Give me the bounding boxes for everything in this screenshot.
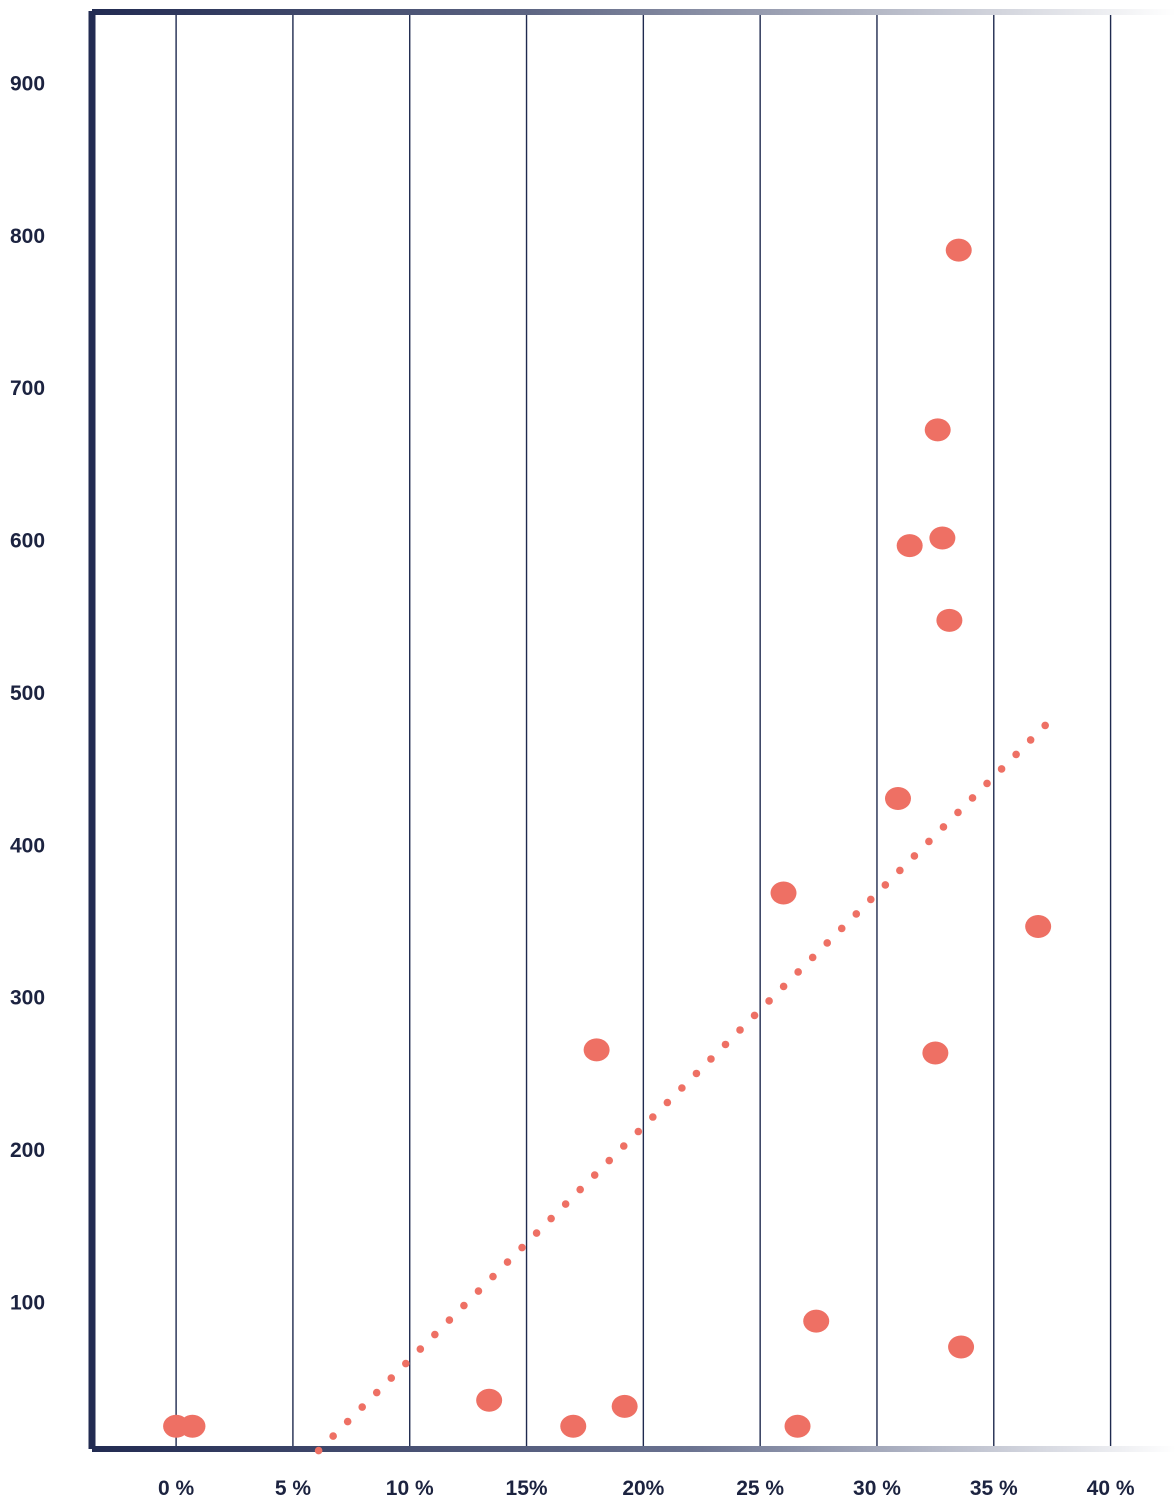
trendline-dot (896, 866, 904, 875)
data-point (560, 1414, 587, 1438)
trendline-dot (474, 1287, 483, 1295)
trendline-dot (445, 1316, 454, 1324)
trendline-dot (547, 1214, 555, 1223)
trendline-dot (866, 895, 875, 904)
trendline-dot (663, 1098, 672, 1107)
y-tick-label: 500 (10, 682, 45, 705)
trendline-dot (460, 1301, 468, 1310)
x-tick-label: 5 % (275, 1477, 312, 1499)
trendline-dot (881, 881, 890, 889)
x-tick-label: 0 % (158, 1477, 195, 1499)
y-tick-label: 200 (10, 1139, 45, 1162)
trendline-dot (852, 910, 861, 918)
y-tick-label: 800 (10, 225, 45, 248)
data-point (936, 608, 963, 632)
data-point (929, 526, 956, 550)
trendline-dot (692, 1069, 701, 1078)
y-tick-label: 300 (10, 987, 45, 1010)
data-points (163, 238, 1052, 1438)
trendline-dot (721, 1040, 730, 1049)
grid-lines (92, 14, 1176, 1446)
trendline-dot (431, 1330, 439, 1339)
trendline-dot (576, 1185, 584, 1194)
data-point (803, 1309, 830, 1333)
trendline-dot (329, 1432, 337, 1440)
trendline-dot (634, 1127, 643, 1136)
axis-frame (88, 9, 1176, 1452)
x-tick-label: 40 % (1087, 1477, 1135, 1499)
trendline-dot (343, 1417, 352, 1426)
data-point (476, 1388, 503, 1412)
trendline-dot (823, 939, 832, 947)
data-point (784, 1414, 811, 1438)
trendline-dot (1012, 750, 1020, 759)
data-point (896, 534, 923, 558)
trendline-dot (387, 1374, 396, 1382)
trendline-dot (561, 1200, 570, 1208)
data-point (924, 418, 951, 442)
trendline-dot (939, 823, 948, 831)
trendline-dot (910, 852, 919, 860)
trendline-dot (794, 968, 802, 976)
trendline-dot (736, 1026, 744, 1034)
trendline-dot (925, 837, 933, 846)
trendline-dot (372, 1388, 381, 1397)
trendline-dot (779, 982, 788, 991)
top-border-line (92, 9, 1176, 15)
data-point (948, 1335, 975, 1359)
trendline-dot (808, 953, 817, 962)
trendline-dot (649, 1113, 657, 1121)
data-point (611, 1394, 638, 1418)
data-point (922, 1041, 949, 1065)
data-point (945, 238, 972, 262)
trendline-dot (489, 1272, 497, 1281)
trendline-dot (518, 1243, 526, 1252)
trendline-dot (983, 779, 991, 788)
data-point (770, 881, 797, 905)
x-tick-label: 20% (622, 1477, 664, 1499)
trendline-dot (314, 1446, 323, 1455)
trendline-dot (997, 765, 1006, 773)
x-axis-tick-labels: 0 % 5 % 10 % 15% 20% 25 % 30 % 35 % 40 % (158, 1477, 1135, 1499)
trendline-dot (532, 1229, 541, 1237)
trendline-dot (619, 1142, 628, 1150)
x-tick-label: 35 % (970, 1477, 1018, 1499)
data-point (179, 1414, 206, 1438)
y-tick-label: 400 (10, 834, 45, 857)
y-tick-label: 700 (10, 377, 45, 400)
trendline-dot (358, 1403, 367, 1411)
trendline-dot (954, 808, 962, 817)
trendline-dot (1041, 721, 1049, 730)
data-point (884, 787, 911, 811)
trendline-dot (750, 1011, 759, 1020)
trendline-dot (765, 997, 773, 1005)
x-tick-label: 10 % (386, 1477, 434, 1499)
trendline-dot (401, 1359, 410, 1368)
y-tick-label: 900 (10, 73, 45, 96)
data-point (1025, 915, 1052, 939)
x-tick-label: 30 % (853, 1477, 901, 1499)
trendline-dot (605, 1156, 614, 1165)
x-axis-line (92, 1446, 1176, 1452)
trendline-dot (416, 1345, 425, 1353)
y-tick-label: 600 (10, 530, 45, 553)
trendline-dot (837, 924, 846, 933)
x-tick-label: 15% (506, 1477, 548, 1499)
trendline-dot (590, 1171, 599, 1179)
x-tick-label: 25 % (736, 1477, 784, 1499)
trendline-dot (707, 1055, 715, 1063)
trendline-dot (503, 1258, 512, 1266)
trendline-dot (968, 794, 977, 802)
data-point (583, 1038, 610, 1062)
trendline-dot (1026, 736, 1035, 744)
y-axis-tick-labels: 100 200 300 400 500 600 700 800 900 (10, 73, 45, 1315)
trendline (314, 721, 1049, 1455)
y-tick-label: 100 (10, 1291, 45, 1314)
trendline-dot (678, 1084, 686, 1092)
